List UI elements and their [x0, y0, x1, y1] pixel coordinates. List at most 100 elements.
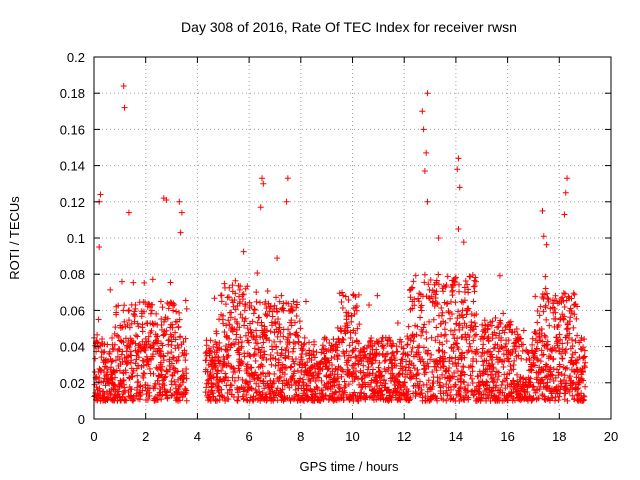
data-point: [182, 335, 189, 342]
data-point: [547, 364, 554, 371]
data-point: [534, 374, 541, 381]
data-point: [398, 338, 405, 345]
data-point: [513, 326, 520, 333]
data-point: [290, 298, 297, 305]
data-point: [576, 353, 583, 360]
data-point: [149, 301, 156, 308]
data-point: [183, 387, 190, 394]
data-point: [147, 356, 154, 363]
data-point: [556, 331, 563, 338]
data-point: [472, 323, 479, 330]
data-point: [491, 329, 498, 336]
data-point: [273, 343, 280, 350]
data-point: [241, 318, 248, 325]
data-point: [490, 374, 497, 381]
data-point: [166, 366, 173, 373]
data-point: [414, 366, 421, 373]
data-point: [318, 349, 325, 356]
data-point: [156, 347, 163, 354]
data-point: [473, 311, 480, 318]
data-point: [530, 383, 537, 390]
data-point: [371, 387, 378, 394]
data-point: [542, 285, 549, 292]
data-point: [438, 312, 445, 319]
data-point: [331, 382, 338, 389]
data-point: [341, 378, 348, 385]
data-point: [132, 332, 139, 339]
data-point: [405, 388, 412, 395]
data-point: [267, 328, 274, 335]
data-point: [324, 366, 331, 373]
data-point: [472, 278, 479, 285]
data-point: [271, 338, 278, 345]
data-point: [442, 355, 449, 362]
data-point: [258, 322, 265, 329]
data-point: [416, 378, 423, 385]
data-point: [455, 308, 462, 315]
data-point: [139, 328, 146, 335]
x-tick-label: 10: [345, 429, 359, 444]
data-point: [544, 396, 551, 403]
data-point: [120, 82, 127, 89]
data-point: [340, 337, 347, 344]
data-point: [312, 377, 319, 384]
data-point: [109, 335, 116, 342]
data-point: [253, 327, 260, 334]
data-point: [461, 379, 468, 386]
data-point: [257, 349, 264, 356]
data-point: [448, 386, 455, 393]
data-point: [411, 302, 418, 309]
data-point: [415, 295, 422, 302]
data-point: [125, 307, 132, 314]
data-point: [252, 351, 259, 358]
data-point: [430, 380, 437, 387]
data-point: [441, 349, 448, 356]
data-point: [274, 316, 281, 323]
data-point: [244, 366, 251, 373]
data-point: [292, 356, 299, 363]
x-tick-label: 16: [500, 429, 514, 444]
data-point: [175, 386, 182, 393]
data-point: [168, 338, 175, 345]
data-point: [443, 387, 450, 394]
data-point: [141, 370, 148, 377]
data-point: [288, 363, 295, 370]
data-point: [134, 372, 141, 379]
data-point: [439, 309, 446, 316]
data-point: [552, 347, 559, 354]
data-point: [160, 331, 167, 338]
data-point: [329, 362, 336, 369]
data-point: [552, 394, 559, 401]
data-point: [506, 370, 513, 377]
data-point: [244, 361, 251, 368]
data-point: [172, 381, 179, 388]
data-point: [413, 331, 420, 338]
data-point: [514, 371, 521, 378]
data-point: [405, 352, 412, 359]
data-point: [580, 344, 587, 351]
data-point: [483, 357, 490, 364]
data-point: [520, 341, 527, 348]
data-point: [455, 346, 462, 353]
data-point: [170, 307, 177, 314]
data-point: [333, 378, 340, 385]
data-point: [169, 324, 176, 331]
data-point: [273, 294, 280, 301]
data-point: [158, 321, 165, 328]
data-point: [334, 344, 341, 351]
data-point: [467, 343, 474, 350]
data-point: [581, 353, 588, 360]
data-point: [435, 235, 442, 242]
data-point: [493, 382, 500, 389]
data-point: [423, 329, 430, 336]
data-point: [452, 340, 459, 347]
data-point: [239, 360, 246, 367]
data-point: [524, 349, 531, 356]
data-point: [298, 369, 305, 376]
data-point: [281, 364, 288, 371]
data-point: [567, 314, 574, 321]
data-point: [145, 333, 152, 340]
data-point: [278, 389, 285, 396]
data-point: [504, 355, 511, 362]
data-point: [224, 294, 231, 301]
